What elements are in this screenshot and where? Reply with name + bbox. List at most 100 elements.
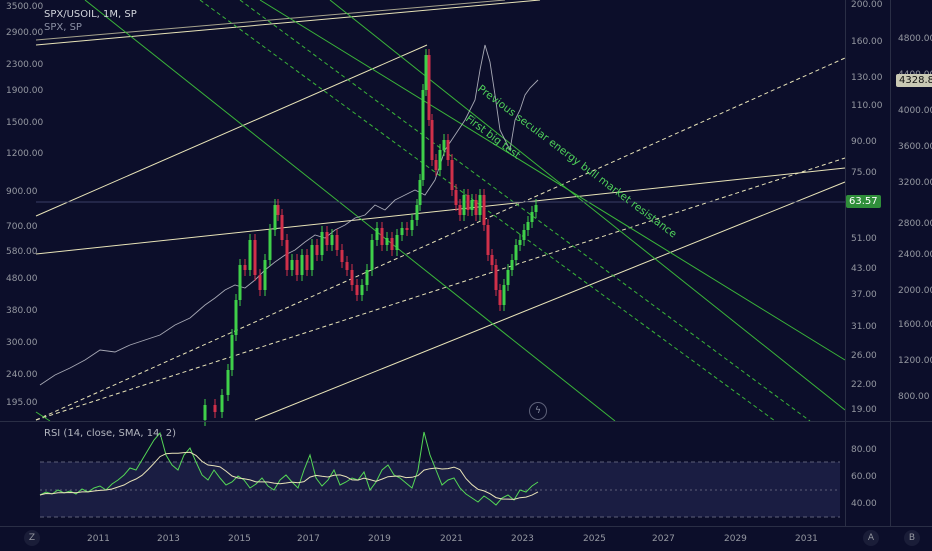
- candle-body: [320, 232, 324, 255]
- mid-axis-label: 110.00: [851, 101, 883, 111]
- candle-body: [502, 285, 506, 305]
- zoom-button[interactable]: Z: [24, 530, 40, 546]
- rsi-axis-label: 60.00: [851, 472, 877, 482]
- candle-body: [380, 228, 384, 245]
- candlestick-series: [203, 49, 538, 426]
- candle-body: [442, 140, 446, 150]
- candle-body: [498, 290, 502, 305]
- mid-axis-label: 37.00: [851, 290, 877, 300]
- left-axis-label: 900.00: [6, 187, 38, 197]
- legend-compare[interactable]: SPX, SP: [44, 22, 82, 33]
- left-axis-label: 2300.00: [6, 60, 44, 70]
- candle-body: [385, 238, 389, 245]
- candle-body: [230, 335, 234, 370]
- candle-body: [248, 240, 252, 270]
- time-label: 2011: [87, 534, 110, 544]
- candle-body: [300, 255, 304, 275]
- candle-body: [268, 230, 272, 260]
- right-axis-label: 2800.00: [898, 219, 932, 229]
- candle-body: [462, 195, 466, 215]
- rsi-axis-label: 80.00: [851, 445, 877, 455]
- time-label: 2013: [157, 534, 180, 544]
- candle-body: [390, 238, 394, 250]
- candle-body: [258, 275, 262, 290]
- right-axis-label: 4000.00: [898, 106, 932, 116]
- candle-body: [213, 405, 217, 412]
- axis-divider-2: [890, 0, 891, 526]
- time-axis[interactable]: 2011 2013 2015 2017 2019 2021 2023 2025 2027 2029…: [0, 526, 932, 551]
- candle-body: [263, 260, 267, 290]
- candle-body: [243, 265, 247, 270]
- left-axis-label: 2900.00: [6, 28, 44, 38]
- rsi-line: [39, 431, 539, 506]
- axis-divider-1: [845, 0, 846, 526]
- candle-body: [310, 245, 314, 270]
- mid-axis-label: 22.00: [851, 380, 877, 390]
- candle-body: [325, 232, 329, 245]
- green-line-3: [259, 0, 846, 361]
- candle-body: [415, 205, 419, 220]
- b-button[interactable]: B: [904, 530, 920, 546]
- candle-body: [530, 212, 534, 222]
- candle-body: [290, 260, 294, 270]
- left-axis-label: 580.00: [6, 247, 38, 257]
- green-dashed-1: [239, 0, 811, 422]
- trendline-top: [35, 0, 541, 46]
- left-axis-label: 1500.00: [6, 118, 44, 128]
- candle-body: [522, 230, 526, 240]
- left-axis-label: 3500.00: [6, 2, 44, 12]
- left-axis-label: 700.00: [6, 222, 38, 232]
- trendline-flat: [35, 167, 846, 255]
- candle-body: [466, 195, 470, 210]
- mid-axis-label: 31.00: [851, 322, 877, 332]
- green-line-2: [329, 0, 846, 411]
- candle-body: [238, 265, 242, 300]
- time-label: 2015: [228, 534, 251, 544]
- candle-body: [450, 160, 454, 190]
- candle-body: [514, 245, 518, 260]
- candle-body: [276, 205, 280, 215]
- rsi-ma-line: [39, 451, 539, 500]
- spx-compare-line: [39, 44, 539, 386]
- candle-body: [355, 285, 359, 295]
- right-axis-label: 4800.00: [898, 34, 932, 44]
- mid-axis-label: 160.00: [851, 37, 883, 47]
- candle-body: [418, 180, 422, 205]
- candle-body: [280, 215, 284, 240]
- candle-body: [345, 262, 349, 270]
- candle-body: [220, 395, 224, 412]
- candle-body: [410, 220, 414, 230]
- candle-body: [340, 250, 344, 262]
- flash-icon[interactable]: ϟ: [529, 402, 547, 420]
- mid-axis-label: 26.00: [851, 351, 877, 361]
- candle-body: [335, 235, 339, 250]
- candle-body: [375, 228, 379, 240]
- candle-body: [203, 405, 207, 420]
- ratio-last-price-badge: 63.57: [846, 195, 881, 208]
- right-axis-label: 2000.00: [898, 286, 932, 296]
- trendline-dashed-upper: [35, 57, 846, 421]
- candle-body: [226, 370, 230, 395]
- candle-body: [285, 240, 289, 270]
- pane-divider[interactable]: [0, 421, 932, 422]
- candle-body: [421, 90, 425, 180]
- candle-body: [486, 225, 490, 255]
- right-axis-label: 1600.00: [898, 320, 932, 330]
- legend-symbol[interactable]: SPX/USOIL, 1M, SP: [44, 9, 137, 20]
- auto-scale-button[interactable]: A: [863, 530, 879, 546]
- candle-body: [490, 255, 494, 265]
- candle-body: [405, 228, 409, 230]
- chart-legend[interactable]: SPX/USOIL, 1M, SP SPX, SP: [44, 8, 137, 34]
- candle-body: [370, 240, 374, 270]
- left-axis-label: 195.00: [6, 398, 38, 408]
- candle-body: [526, 222, 530, 230]
- left-axis-label: 480.00: [6, 274, 38, 284]
- candle-body: [506, 270, 510, 285]
- candle-body: [424, 55, 428, 90]
- rsi-legend[interactable]: RSI (14, close, SMA, 14, 2): [44, 428, 177, 439]
- green-dashed-2: [199, 0, 776, 422]
- time-label: 2031: [795, 534, 818, 544]
- mid-axis-label: 90.00: [851, 137, 877, 147]
